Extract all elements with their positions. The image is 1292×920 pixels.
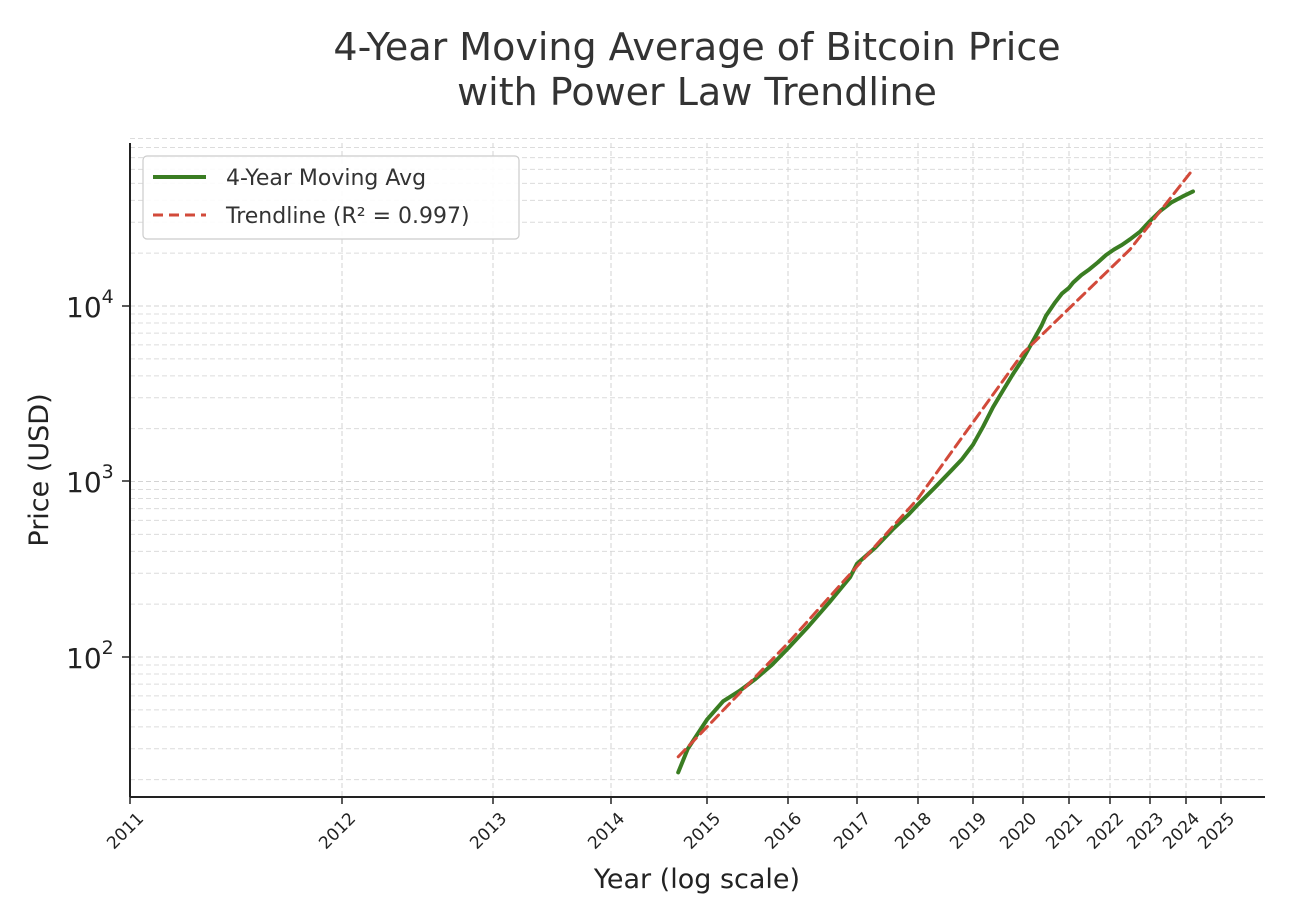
x-tick-label-2015: 2015	[680, 809, 725, 854]
y-ticks: 102 103 104	[66, 286, 130, 675]
chart-title-line-2: with Power Law Trendline	[457, 70, 937, 114]
y-axis-label: Price (USD)	[24, 393, 55, 546]
x-tick-label-2022: 2022	[1083, 809, 1128, 854]
chart-title-line-1: 4-Year Moving Average of Bitcoin Price	[333, 25, 1060, 69]
x-tick-label-2024: 2024	[1159, 809, 1204, 854]
x-tick-label-2017: 2017	[830, 809, 875, 854]
series-lines	[676, 167, 1195, 775]
y-tick-label-1e3: 103	[66, 461, 114, 499]
x-tick-label-2020: 2020	[996, 809, 1041, 854]
y-tick-1e4: 104	[66, 286, 130, 324]
x-tick-label-2023: 2023	[1123, 809, 1168, 854]
y-tick-1e2: 102	[66, 637, 130, 675]
series-line-trendline	[676, 167, 1195, 759]
y-tick-label-1e4: 104	[66, 286, 114, 324]
y-tick-1e3: 103	[66, 461, 130, 499]
x-tick-label-2013: 2013	[466, 809, 511, 854]
x-ticks: 2011 2012 2013 2014 2015 2016 2017 2018 2019 2020…	[103, 797, 1239, 854]
x-tick-label-2014: 2014	[584, 809, 629, 854]
x-tick-label-2018: 2018	[891, 809, 936, 854]
series-line-moving-avg	[676, 189, 1195, 775]
x-tick-label-2012: 2012	[315, 809, 360, 854]
gridlines	[130, 138, 1265, 797]
legend: 4-Year Moving Avg Trendline (R² = 0.997)	[142, 155, 520, 240]
x-tick-label-2016: 2016	[761, 809, 806, 854]
x-tick-label-2019: 2019	[946, 809, 991, 854]
y-tick-label-1e2: 102	[66, 637, 114, 675]
legend-label-trendline: Trendline (R² = 0.997)	[225, 204, 470, 229]
x-tick-label-2011: 2011	[103, 809, 148, 854]
x-tick-label-2025: 2025	[1194, 809, 1239, 854]
legend-label-moving-avg: 4-Year Moving Avg	[226, 166, 426, 191]
x-tick-label-2021: 2021	[1042, 809, 1087, 854]
legend-box	[142, 155, 520, 240]
x-axis-label: Year (log scale)	[593, 864, 800, 895]
